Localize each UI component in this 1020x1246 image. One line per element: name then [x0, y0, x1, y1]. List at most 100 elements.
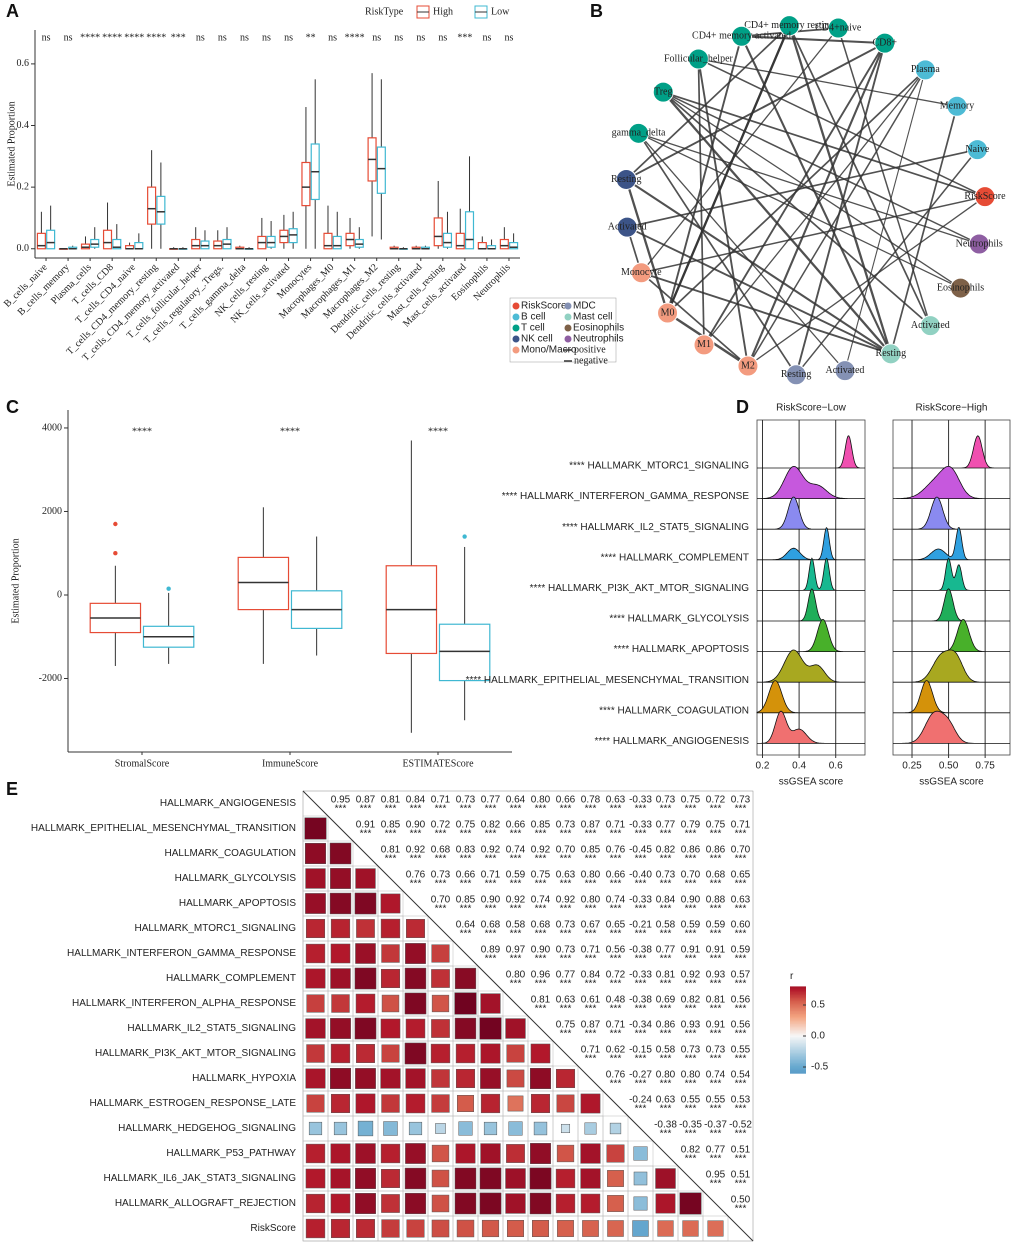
significance-label: *** [710, 954, 722, 965]
corr-square [633, 1171, 648, 1186]
corr-square [431, 944, 450, 963]
corr-square [454, 1192, 477, 1215]
value-label: 0.85 [581, 845, 601, 856]
node-label: CD4+ memory activated [692, 31, 791, 42]
legend-label: negative [574, 355, 608, 366]
corr-square [305, 943, 326, 964]
significance-label: *** [710, 854, 722, 865]
corr-square [380, 893, 401, 914]
box [438, 623, 491, 682]
corr-square [381, 944, 400, 963]
significance-label: *** [460, 854, 472, 865]
corr-square [506, 1144, 525, 1163]
significance-label: **** [146, 32, 166, 43]
value-label: 0.55 [681, 1095, 701, 1106]
row-label: **** HALLMARK_APOPTOSIS [614, 644, 750, 655]
value-label: 0.58 [656, 920, 676, 931]
node-label: Resting [876, 348, 907, 359]
x-tick-label: ESTIMATEScore [402, 758, 474, 769]
corr-square [607, 1195, 624, 1212]
colorbar-step [790, 986, 806, 989]
colorbar-step [790, 1035, 806, 1038]
significance-label: *** [335, 804, 347, 815]
facet-title: RiskScore−High [916, 403, 988, 414]
edge [625, 178, 892, 355]
value-label: 0.80 [581, 870, 601, 881]
corr-square [333, 1121, 348, 1136]
corr-square [330, 1043, 351, 1064]
colorbar-step [790, 1002, 806, 1005]
node-label: Naive [965, 144, 989, 155]
corr-square [633, 1196, 648, 1211]
edge [844, 69, 926, 371]
significance-label: *** [610, 879, 622, 890]
significance-label: *** [435, 879, 447, 890]
significance-label: *** [685, 954, 697, 965]
legend-label: Eosinophils [573, 323, 624, 334]
value-label: 0.56 [731, 995, 751, 1006]
significance-label: *** [710, 979, 722, 990]
corr-square [584, 1122, 597, 1135]
row-label: HALLMARK_P53_PATHWAY [166, 1148, 296, 1159]
corr-square [404, 967, 427, 990]
value-label: 0.73 [681, 1045, 701, 1056]
value-label: 0.66 [556, 795, 576, 806]
significance-label: *** [710, 804, 722, 815]
significance-label: *** [735, 1204, 747, 1215]
edge [788, 25, 892, 355]
value-label: 0.82 [681, 1145, 701, 1156]
box [354, 238, 364, 248]
significance-label: *** [710, 1029, 722, 1040]
box [288, 228, 298, 244]
value-label: 0.92 [406, 845, 426, 856]
box [134, 241, 144, 250]
colorbar-step [790, 989, 806, 992]
box [464, 211, 475, 250]
corr-square [381, 1194, 400, 1213]
corr-square [508, 1121, 523, 1136]
corr-square [404, 1192, 427, 1215]
corr-square [404, 992, 427, 1015]
box [301, 161, 311, 207]
value-label: 0.87 [581, 1020, 601, 1031]
significance-label: *** [660, 954, 672, 965]
value-label: -0.34 [629, 1020, 652, 1031]
colorbar-step [790, 1016, 806, 1019]
value-label: 0.73 [556, 820, 576, 831]
value-label: 0.75 [531, 870, 551, 881]
significance-label: *** [410, 854, 422, 865]
colorbar-step [790, 1042, 806, 1045]
significance-label: **** [124, 32, 144, 43]
significance-label: *** [635, 829, 647, 840]
value-label: 0.91 [356, 820, 376, 831]
edge [625, 25, 790, 181]
value-label: 0.66 [606, 870, 626, 881]
significance-label: *** [735, 1179, 747, 1190]
colorbar-step [790, 1037, 806, 1039]
value-label: 0.97 [506, 945, 526, 956]
ridge [893, 680, 1010, 714]
significance-label: ns [372, 32, 381, 43]
node-label: gamma_delta [612, 128, 666, 139]
panel-letter: C [6, 397, 19, 417]
value-label: 0.70 [731, 845, 751, 856]
significance-label: *** [360, 829, 372, 840]
value-label: 0.64 [456, 920, 476, 931]
corr-square [381, 1169, 400, 1188]
value-label: 0.91 [706, 945, 726, 956]
edge [795, 42, 886, 376]
significance-label: *** [410, 804, 422, 815]
corr-square [532, 1220, 549, 1237]
panel-letter: A [6, 1, 19, 21]
diagonal [302, 790, 754, 1242]
colorbar-step [790, 1068, 806, 1071]
edge [637, 132, 797, 376]
value-label: 0.87 [356, 795, 376, 806]
corr-square [456, 1219, 475, 1238]
node [946, 95, 968, 117]
value-label: 0.91 [706, 1020, 726, 1031]
significance-label: *** [535, 979, 547, 990]
value-label: 0.57 [731, 970, 751, 981]
colorbar-step [790, 1012, 806, 1015]
corr-square [580, 1093, 601, 1114]
